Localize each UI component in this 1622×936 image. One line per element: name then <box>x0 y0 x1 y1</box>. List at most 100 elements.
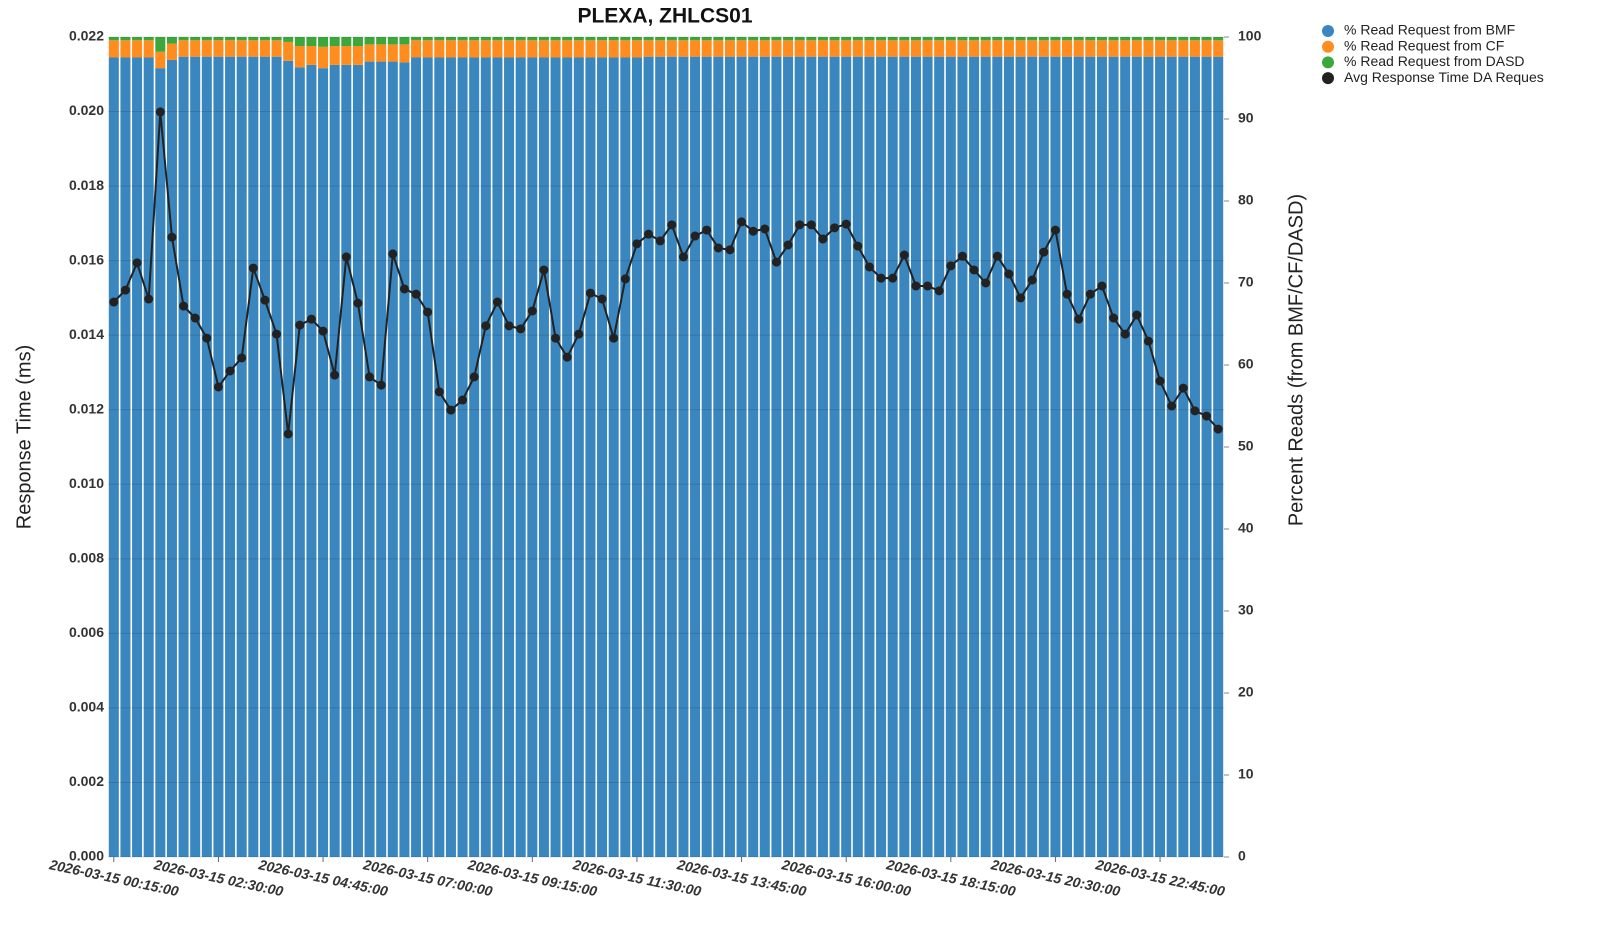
bar-segment <box>341 37 352 47</box>
line-point <box>481 321 491 331</box>
line-point <box>771 257 781 267</box>
bar-segment <box>666 40 677 57</box>
line-point <box>492 297 502 307</box>
bar-segment <box>1131 37 1142 41</box>
line-point <box>539 265 549 275</box>
bar-segment <box>1108 40 1119 57</box>
bar-segment <box>259 56 270 858</box>
legend-marker <box>1322 72 1334 85</box>
bar-segment <box>841 40 852 57</box>
line-point <box>167 232 177 242</box>
bar-segment <box>829 37 840 41</box>
line-point <box>1190 406 1200 416</box>
bar-segment <box>1050 37 1061 41</box>
line-point <box>109 297 119 307</box>
line-point <box>1155 376 1165 386</box>
line-point <box>388 249 398 259</box>
bar-segment <box>1201 37 1212 41</box>
line-point <box>690 231 700 241</box>
bar-segment <box>1143 56 1154 858</box>
bar-segment <box>225 56 236 858</box>
y-tick-label: 0.020 <box>69 102 104 118</box>
bar-segment <box>957 37 968 41</box>
bar-segment <box>550 37 561 41</box>
line-point <box>1027 275 1037 285</box>
y2-tick-label: 40 <box>1238 520 1254 536</box>
bar-segment <box>120 37 131 41</box>
bar-segment <box>1015 56 1026 858</box>
bar-segment <box>1038 56 1049 858</box>
bar-segment <box>225 40 236 57</box>
bar-segment <box>155 37 166 52</box>
bar-segment <box>550 40 561 58</box>
line-point <box>1050 225 1060 235</box>
bar-segment <box>364 61 375 858</box>
bar-segment <box>585 37 596 41</box>
bar-segment <box>1073 56 1084 858</box>
bar-segment <box>422 40 433 58</box>
bar-segment <box>748 37 759 41</box>
line-point <box>1062 289 1072 299</box>
bar-segment <box>352 37 363 47</box>
line-point <box>969 265 979 275</box>
bar-segment <box>527 37 538 41</box>
line-point <box>237 353 247 363</box>
line-point <box>306 314 316 324</box>
bar-segment <box>504 40 515 58</box>
bar-segment <box>713 37 724 41</box>
line-point <box>120 285 130 295</box>
bar-segment <box>1062 37 1073 41</box>
line-point <box>260 295 270 305</box>
bar-segment <box>620 57 631 857</box>
chart-title: PLEXA, ZHLCS01 <box>577 5 752 28</box>
bar-segment <box>887 40 898 57</box>
bar-segment <box>271 56 282 858</box>
y-tick-label: 0.018 <box>69 177 104 193</box>
legend-label: % Read Request from CF <box>1344 37 1504 53</box>
bar-segment <box>794 56 805 858</box>
bar-segment <box>1096 56 1107 858</box>
bar-segment <box>1003 40 1014 57</box>
y-tick-label: 0.010 <box>69 475 104 491</box>
bar-segment <box>1131 56 1142 858</box>
bar-segment <box>1050 56 1061 858</box>
bar-segment <box>852 37 863 41</box>
bar-segment <box>469 40 480 58</box>
bar-segment <box>771 40 782 57</box>
line-point <box>1109 313 1119 323</box>
line-point <box>1016 293 1026 303</box>
bar-segment <box>1155 56 1166 858</box>
bar-segment <box>515 57 526 857</box>
bar-segment <box>527 57 538 857</box>
line-point <box>934 286 944 296</box>
bar-segment <box>364 44 375 62</box>
bar-segment <box>910 40 921 57</box>
bar-segment <box>306 37 317 47</box>
bar-segment <box>922 40 933 57</box>
bar-segment <box>352 46 363 65</box>
bar-segment <box>1143 37 1154 41</box>
y2-axis-title: Percent Reads (from BMF/CF/DASD) <box>1285 194 1307 526</box>
bar-segment <box>678 40 689 57</box>
bar-segment <box>387 61 398 858</box>
line-point <box>1097 281 1107 291</box>
bar-segment <box>1120 40 1131 57</box>
bar-segment <box>748 56 759 858</box>
bar-segment <box>271 40 282 57</box>
bar-segment <box>201 56 212 858</box>
bar-segment <box>736 40 747 57</box>
bar-segment <box>1178 56 1189 858</box>
bar-segment <box>690 56 701 858</box>
bar-segment <box>201 37 212 41</box>
bar-segment <box>817 37 828 41</box>
bar-segment <box>132 40 143 58</box>
bar-segment <box>492 40 503 58</box>
bar-segment <box>143 57 154 857</box>
bar-segment <box>701 37 712 41</box>
bar-segment <box>957 56 968 858</box>
bar-segment <box>1038 40 1049 57</box>
bar-segment <box>690 37 701 41</box>
bar-segment <box>678 37 689 41</box>
bar-segment <box>643 37 654 41</box>
bar-segment <box>1178 40 1189 57</box>
